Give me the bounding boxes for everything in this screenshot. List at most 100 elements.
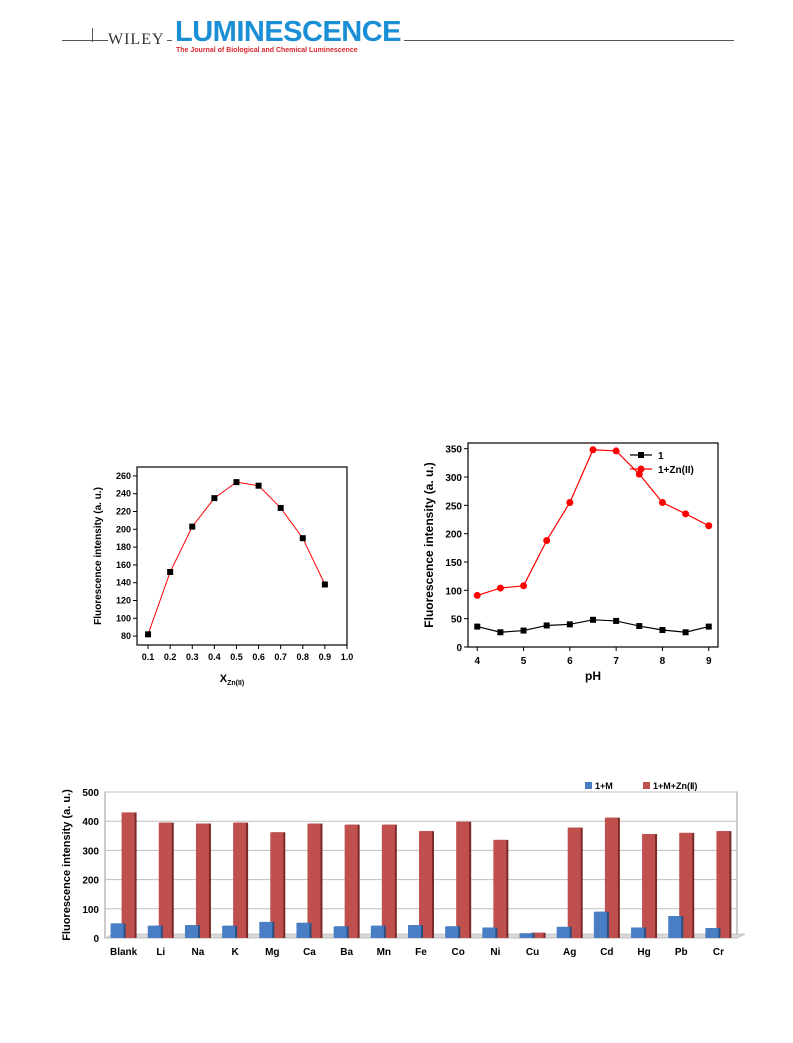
job-plot-chart: 0.1 0.2 0.3 0.4 0.5 0.6 0.7 0.8 0.9 1.0 80 100 120 14… xyxy=(93,466,354,687)
data-point xyxy=(659,627,666,633)
y-tick-label: 300 xyxy=(445,473,462,484)
x-tick-label: Cd xyxy=(600,947,613,958)
x-axis-label: XZn(II) xyxy=(220,673,244,687)
x-tick-label: 0.2 xyxy=(164,652,177,662)
data-point xyxy=(566,499,574,506)
x-tick-label: Ca xyxy=(303,947,316,958)
legend-marker xyxy=(638,452,644,458)
bar-1-m-zn xyxy=(307,823,321,938)
legend-label: 1+Zn(II) xyxy=(658,465,694,476)
x-tick-label: 0.8 xyxy=(297,652,310,662)
y-tick-label: 180 xyxy=(116,542,131,552)
x-tick-label: 0.5 xyxy=(230,652,243,662)
x-tick-label: Na xyxy=(192,947,205,958)
data-point xyxy=(255,482,262,489)
data-point xyxy=(705,522,713,530)
bar-1-m-zn xyxy=(567,827,581,938)
bar-1-m xyxy=(408,925,421,938)
plot-frame xyxy=(136,466,348,646)
x-tick-label: 0.9 xyxy=(319,652,332,662)
data-point xyxy=(520,582,528,590)
bar-1-m-zn xyxy=(419,831,432,938)
bar-1-m xyxy=(556,926,570,938)
x-tick-label: Mn xyxy=(377,947,391,958)
x-tick-label: 5 xyxy=(521,656,527,667)
bar-1-m xyxy=(631,927,645,938)
y-tick-label: 80 xyxy=(121,631,131,641)
bar-1-m xyxy=(705,928,719,938)
y-tick-label: 150 xyxy=(445,558,462,569)
y-axis-label: Fluorescence intensity (a. u.) xyxy=(61,789,73,941)
data-point xyxy=(705,623,712,630)
y-tick-label: 100 xyxy=(445,586,462,597)
bar-1-m-zn xyxy=(530,932,544,938)
data-point xyxy=(520,627,527,634)
x-tick-label: 0.7 xyxy=(274,652,287,662)
x-tick-label: Cu xyxy=(526,947,539,958)
bar-1-m xyxy=(296,922,310,938)
x-tick-label: Ag xyxy=(563,947,576,958)
y-tick-label: 350 xyxy=(445,445,462,456)
bar-1-m xyxy=(333,926,347,938)
x-tick-label: Co xyxy=(452,947,465,958)
data-point xyxy=(211,495,218,502)
y-tick-label: 200 xyxy=(445,530,462,541)
bar-1-m xyxy=(184,925,198,938)
data-point xyxy=(543,536,551,544)
ph-plot-chart: 4 5 6 7 8 9 0 50 100 150 200 250 300 350 1 1+Zn(II) Fluo… xyxy=(422,442,719,683)
x-tick-label: 6 xyxy=(567,656,573,667)
data-point xyxy=(189,523,196,530)
publisher-logo: WILEY xyxy=(108,31,167,49)
bar-1-m-zn xyxy=(456,821,470,938)
data-point xyxy=(321,581,328,588)
plot-frame xyxy=(467,442,719,648)
header-tick xyxy=(92,28,93,42)
data-point xyxy=(658,499,666,506)
x-tick-label: Cr xyxy=(713,947,724,958)
bar-1-m-zn xyxy=(679,832,693,938)
y-tick-label: 500 xyxy=(82,788,99,799)
bar-1-m-zn xyxy=(158,822,172,938)
data-point xyxy=(636,623,643,630)
y-tick-label: 160 xyxy=(116,560,131,570)
x-tick-label: Pb xyxy=(675,947,688,958)
bar-1-m xyxy=(222,925,236,938)
data-point xyxy=(299,535,306,542)
y-tick-label: 100 xyxy=(116,613,131,623)
x-tick-label: Ni xyxy=(490,947,500,958)
x-tick-label: 1.0 xyxy=(341,652,354,662)
y-tick-label: 0 xyxy=(93,934,99,945)
x-tick-label: 8 xyxy=(660,656,666,667)
bar-1-m xyxy=(668,916,682,938)
data-point xyxy=(497,629,504,636)
bar-1-m xyxy=(147,925,161,938)
data-point xyxy=(566,621,573,628)
bar-1-m xyxy=(519,933,533,938)
journal-subtitle: The Journal of Biological and Chemical L… xyxy=(176,47,358,54)
bar-1-m-zn xyxy=(121,812,135,938)
legend-swatch-1-m xyxy=(585,782,592,789)
bar-1-m-zn xyxy=(195,823,209,938)
x-axis-label: pH xyxy=(585,669,601,683)
journal-title: LUMINESCENCE xyxy=(172,17,405,47)
y-tick-label: 200 xyxy=(82,876,99,887)
x-tick-label: Hg xyxy=(637,947,650,958)
data-point xyxy=(233,479,240,486)
y-tick-label: 120 xyxy=(116,596,131,606)
x-tick-label: 0.6 xyxy=(252,652,265,662)
data-point xyxy=(277,504,284,511)
data-point xyxy=(167,569,174,576)
y-axis-label: Fluorescence intensity (a. u.) xyxy=(93,487,104,625)
x-tick-label: K xyxy=(232,947,240,958)
bar-1-m xyxy=(445,926,459,938)
y-axis-label: Fluorescence intensity (a. u.) xyxy=(422,462,436,627)
legend-swatch-1-m-zn xyxy=(643,782,650,789)
x-tick-label: Ba xyxy=(340,947,353,958)
bar-1-m xyxy=(110,923,124,938)
x-tick-label: 0.1 xyxy=(142,652,155,662)
bar-1-m xyxy=(370,925,384,938)
data-point xyxy=(589,446,597,454)
data-point xyxy=(145,631,152,638)
selectivity-bar-chart: 0 100 200 300 400 500 Blank Li Na K Mg Ca Ba Mn Fe Co Ni… xyxy=(61,781,746,958)
y-tick-label: 250 xyxy=(445,501,462,512)
